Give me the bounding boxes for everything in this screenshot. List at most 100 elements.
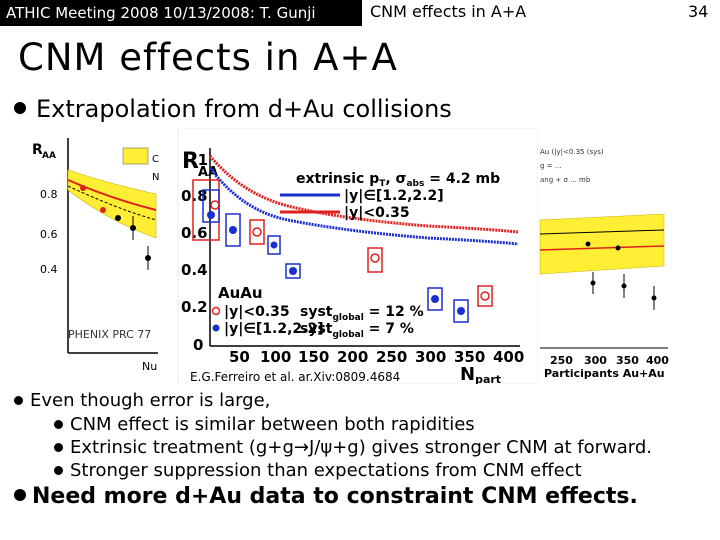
left-xlabel: Nu (142, 360, 157, 373)
bullet-dot (54, 419, 63, 429)
center-legend-fwd: |y|∈[1.2,2.2] (344, 188, 444, 204)
left-ytick-0: 0.8 (40, 188, 58, 201)
center-data-title: AuAu (218, 284, 263, 302)
syst-box (285, 263, 301, 279)
center-model-label: extrinsic pT, σabs = 4.2 mb (296, 171, 500, 189)
data-point-filled (289, 267, 297, 275)
right-point (615, 245, 621, 251)
right-curve-1 (539, 229, 665, 235)
center-plot-bg (177, 127, 539, 385)
sub-bullet-text: Extrinsic treatment (g+g→J/ψ+g) gives st… (70, 437, 653, 458)
syst-box (267, 235, 281, 255)
left-legend-frag-1: C (152, 154, 159, 165)
center-ytick-3: 0.4 (181, 261, 208, 279)
center-xlabel-sub: part (475, 373, 501, 384)
syst-1-value: = 12 % (364, 304, 424, 320)
slide-title: CNM effects in A+A (18, 36, 398, 79)
center-data-fwd: |y|∈[1.2,2.2] (224, 321, 324, 337)
center-red-curve (208, 155, 519, 234)
model-sigma-sub: abs (406, 179, 424, 189)
model-sigma: , σ (385, 171, 406, 187)
final-bullet: Need more d+Au data to constraint CNM ef… (14, 484, 638, 509)
center-ylabel-sub: AA (198, 165, 218, 180)
right-xtick-2: 350 (616, 354, 639, 367)
center-data-mid: |y|<0.35 (224, 304, 290, 320)
center-ytick-0: 1 (198, 151, 208, 169)
center-ytick-5: 0 (193, 336, 203, 354)
bullet-dot (54, 465, 63, 475)
right-xtick-3: 400 (646, 354, 669, 367)
left-ytick-1: 0.6 (40, 228, 58, 241)
right-point (585, 241, 591, 247)
center-ytick-4: 0.2 (181, 298, 208, 316)
right-xtick-0: 250 (550, 354, 573, 367)
data-point-open (480, 291, 490, 301)
center-xlabel: Npart (460, 364, 501, 384)
center-ylabel: R (182, 149, 199, 174)
syst-1-label: syst (300, 304, 333, 320)
right-plot: Au (|y|<0.35 (sys) g = ... ang + σ ... m… (538, 128, 692, 384)
syst-box (249, 219, 265, 245)
right-legend-3: ang + σ ... mb (540, 176, 591, 184)
bullet-dot (14, 489, 26, 501)
syst-box (367, 247, 383, 273)
center-xtick-6: 350 (454, 348, 485, 366)
center-blue-curve (208, 167, 519, 246)
left-cnm-band (67, 169, 157, 239)
left-point (115, 215, 121, 221)
legend-filled-marker (212, 324, 220, 332)
page-number: 34 (688, 2, 709, 21)
left-point (80, 185, 86, 191)
center-xtick-4: 250 (376, 348, 407, 366)
data-point-open (210, 200, 220, 210)
left-point (100, 207, 106, 213)
header-slide-title: CNM effects in A+A (370, 2, 527, 21)
left-ytick-2: 0.4 (40, 263, 58, 276)
data-point-filled (270, 241, 278, 249)
data-point-filled (207, 211, 215, 219)
syst-2-label: syst (300, 321, 333, 337)
left-footnote: PHENIX PRC 77 (68, 328, 151, 341)
data-point-filled (229, 226, 237, 234)
center-ytick-1: 0.8 (181, 187, 208, 205)
model-value: = 4.2 mb (424, 171, 500, 187)
center-xtick-0: 50 (229, 348, 250, 366)
syst-box (453, 299, 469, 323)
data-point-open (252, 227, 262, 237)
center-syst-1: systglobal = 12 % (300, 304, 424, 323)
main-bullet-text: Extrapolation from d+Au collisions (36, 95, 452, 123)
right-cnm-band (539, 213, 665, 275)
even-bullet: Even though error is large, (14, 390, 270, 411)
bullet-dot (14, 102, 26, 114)
left-plot: R AA 0.8 0.6 0.4 C N PHENIX PRC 77 Nu (28, 128, 178, 384)
left-legend-box (122, 147, 149, 165)
sub-bullet: CNM effect is similar between both rapid… (54, 414, 475, 435)
center-xtick-3: 200 (337, 348, 368, 366)
citation: E.G.Ferreiro et al. ar.Xiv:0809.4684 (190, 370, 401, 384)
left-plot-bg (28, 128, 178, 384)
syst-2-value: = 7 % (364, 321, 414, 337)
center-xtick-1: 100 (260, 348, 291, 366)
syst-box (225, 213, 241, 247)
model-label-sub: T (379, 179, 386, 189)
bullet-dot (14, 395, 23, 405)
right-curve-2 (539, 245, 665, 251)
even-bullet-text: Even though error is large, (30, 390, 271, 411)
left-dashed-curve (67, 185, 157, 221)
center-legend-mid: |y|<0.35 (344, 205, 410, 221)
right-legend-2: g = ... (540, 162, 561, 170)
left-ylabel: R (32, 142, 43, 158)
figure-svg: R AA 0.8 0.6 0.4 C N PHENIX PRC 77 Nu (28, 127, 692, 386)
right-xtick-1: 300 (584, 354, 607, 367)
center-xtick-5: 300 (415, 348, 446, 366)
syst-box (477, 285, 493, 307)
sub-bullet-text: CNM effect is similar between both rapid… (70, 414, 475, 435)
right-xlabel: Participants Au+Au (544, 367, 665, 380)
left-legend-frag-2: N (152, 172, 159, 183)
legend-open-marker (211, 306, 221, 316)
model-label-text: extrinsic p (296, 171, 379, 187)
left-red-curve (67, 179, 157, 211)
center-syst-2: systglobal = 7 % (300, 321, 414, 340)
data-point-filled (457, 307, 465, 315)
right-legend-1: Au (|y|<0.35 (sys) (540, 148, 604, 156)
